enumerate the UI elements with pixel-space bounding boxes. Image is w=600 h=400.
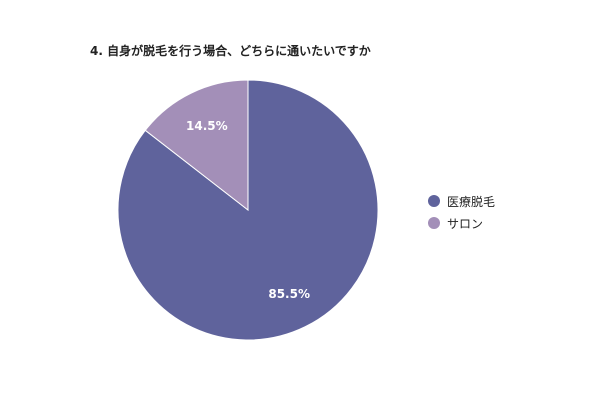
legend-swatch-salon bbox=[428, 217, 440, 229]
legend-item-salon: サロン bbox=[428, 212, 495, 234]
legend-item-medical: 医療脱毛 bbox=[428, 190, 495, 212]
legend-swatch-medical bbox=[428, 195, 440, 207]
chart-title: 4. 自身が脱毛を行う場合、どちらに通いたいですか bbox=[90, 44, 371, 58]
legend-label-salon: サロン bbox=[447, 216, 484, 231]
slice-label-salon: 14.5% bbox=[186, 119, 228, 133]
slice-salon bbox=[144, 79, 249, 212]
legend-label-medical: 医療脱毛 bbox=[447, 194, 496, 209]
legend: 医療脱毛 サロン bbox=[428, 190, 495, 234]
slice-label-medical: 85.5% bbox=[268, 287, 310, 301]
